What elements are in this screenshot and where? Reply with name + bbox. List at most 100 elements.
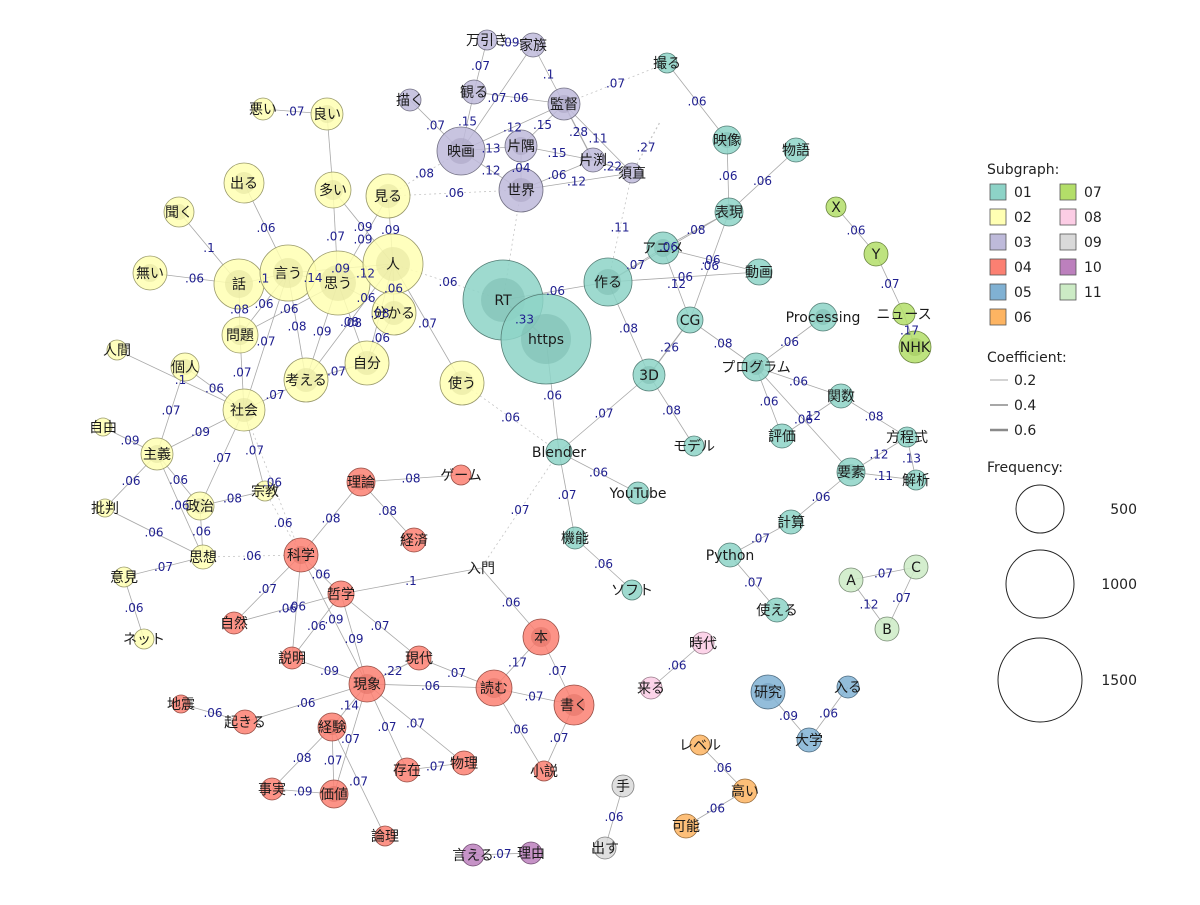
- network-node[interactable]: 経済: [400, 527, 428, 553]
- network-node[interactable]: 個人: [170, 352, 200, 382]
- network-node[interactable]: 現象: [348, 665, 386, 703]
- network-node[interactable]: 関数: [827, 383, 855, 409]
- network-node[interactable]: 物理: [450, 750, 478, 776]
- network-node[interactable]: 言う: [259, 244, 317, 302]
- network-node[interactable]: 来る: [637, 676, 665, 700]
- network-node[interactable]: 描く: [396, 88, 424, 112]
- network-node[interactable]: Blender: [532, 438, 586, 466]
- network-node[interactable]: 監督: [547, 87, 581, 121]
- network-node[interactable]: 撮る: [653, 52, 681, 74]
- network-node[interactable]: 良い: [310, 97, 344, 131]
- network-node[interactable]: 物語: [782, 137, 810, 163]
- network-node[interactable]: 方程式: [886, 426, 928, 448]
- network-node[interactable]: 批判: [91, 498, 119, 518]
- network-node[interactable]: 評価: [768, 423, 796, 449]
- network-node[interactable]: NHK: [898, 330, 932, 364]
- network-node[interactable]: 起きる: [224, 709, 266, 735]
- network-node[interactable]: 見る: [365, 173, 411, 219]
- network-node[interactable]: 事実: [258, 777, 286, 801]
- network-node[interactable]: アニメ: [642, 231, 684, 265]
- network-node[interactable]: ソフト: [611, 579, 653, 601]
- network-node[interactable]: ゲーム: [440, 464, 482, 486]
- network-node[interactable]: 価値: [319, 779, 349, 809]
- network-node[interactable]: ネット: [123, 628, 165, 650]
- network-node[interactable]: 出る: [223, 162, 265, 204]
- network-node[interactable]: 政治: [185, 491, 215, 521]
- network-node[interactable]: 話: [213, 258, 265, 310]
- network-node[interactable]: 可能: [672, 813, 700, 839]
- network-node[interactable]: 高い: [731, 778, 759, 804]
- network-node[interactable]: 言える: [452, 843, 494, 867]
- network-node[interactable]: 計算: [777, 509, 805, 535]
- network-node[interactable]: 論理: [371, 825, 399, 847]
- network-node[interactable]: 片隅: [504, 129, 538, 163]
- network-node[interactable]: 解析: [902, 469, 930, 491]
- network-node[interactable]: 思想: [189, 544, 217, 570]
- network-node[interactable]: 手: [611, 774, 635, 798]
- network-node[interactable]: 悪い: [249, 97, 277, 121]
- network-node[interactable]: 科学: [283, 537, 319, 573]
- network-node[interactable]: Y: [863, 241, 889, 267]
- network-node[interactable]: 入る: [834, 675, 862, 699]
- network-node[interactable]: 3D: [632, 358, 666, 392]
- network-node[interactable]: 宗教: [251, 480, 279, 502]
- network-node[interactable]: 作る: [583, 257, 633, 307]
- network-node[interactable]: 片渕: [579, 147, 607, 173]
- network-node[interactable]: 自然: [220, 611, 248, 635]
- network-node[interactable]: YouTube: [609, 481, 667, 505]
- network-node[interactable]: Processing: [786, 302, 861, 332]
- network-node[interactable]: 説明: [278, 646, 306, 670]
- network-node[interactable]: 映像: [712, 125, 742, 155]
- network-node[interactable]: 映画: [436, 126, 486, 176]
- network-node[interactable]: https: [500, 293, 592, 385]
- network-node[interactable]: 経験: [317, 712, 347, 742]
- network-node[interactable]: 人: [362, 233, 424, 295]
- network-node[interactable]: 出す: [591, 836, 619, 860]
- network-node[interactable]: 存在: [393, 757, 421, 783]
- network-node[interactable]: 要素: [836, 457, 866, 487]
- network-node[interactable]: 大学: [795, 727, 823, 753]
- network-node[interactable]: 使う: [439, 360, 485, 406]
- network-node[interactable]: 表現: [714, 197, 744, 227]
- network-node[interactable]: 無い: [132, 255, 168, 291]
- network-node[interactable]: 読む: [475, 669, 513, 707]
- network-node[interactable]: 問題: [221, 316, 259, 354]
- network-node[interactable]: 地震: [167, 694, 195, 714]
- network-node[interactable]: モデル: [673, 435, 715, 457]
- network-node[interactable]: 機能: [561, 526, 589, 550]
- network-node[interactable]: 須直: [618, 162, 646, 184]
- network-node[interactable]: CG: [676, 306, 704, 334]
- network-node[interactable]: 哲学: [327, 580, 355, 608]
- network-node[interactable]: 観る: [460, 79, 488, 105]
- network-node[interactable]: 現代: [405, 645, 433, 671]
- network-node[interactable]: 多い: [314, 171, 352, 209]
- network-node[interactable]: 自分: [344, 340, 390, 386]
- network-node[interactable]: 主義: [140, 437, 174, 471]
- network-node[interactable]: Python: [706, 542, 755, 568]
- network-node[interactable]: C: [903, 554, 929, 580]
- network-node[interactable]: X: [825, 196, 847, 218]
- network-node[interactable]: 意見: [110, 566, 138, 588]
- network-node[interactable]: 人間: [103, 339, 131, 361]
- network-node[interactable]: 万引き: [466, 29, 508, 51]
- network-node[interactable]: レベル: [679, 734, 721, 756]
- network-node[interactable]: 小説: [530, 760, 558, 782]
- network-node[interactable]: 研究: [750, 674, 786, 710]
- network-node[interactable]: 聞く: [163, 196, 195, 228]
- network-node[interactable]: 世界: [498, 167, 544, 213]
- network-node[interactable]: ニュース: [876, 302, 932, 326]
- network-node[interactable]: プログラム: [721, 352, 791, 382]
- network-node[interactable]: 分かる: [371, 290, 417, 336]
- network-node[interactable]: 理論: [346, 467, 376, 497]
- network-node[interactable]: 社会: [222, 388, 266, 432]
- network-node[interactable]: 本: [522, 618, 560, 656]
- network-node[interactable]: 考える: [283, 357, 329, 403]
- network-node[interactable]: 時代: [689, 631, 717, 655]
- network-node[interactable]: 書く: [553, 684, 595, 726]
- network-node[interactable]: 動画: [745, 258, 773, 286]
- network-node[interactable]: 入門: [467, 561, 495, 577]
- network-node[interactable]: B: [874, 616, 900, 642]
- network-node[interactable]: 自由: [89, 417, 117, 437]
- network-node[interactable]: 理由: [517, 841, 545, 865]
- network-node[interactable]: 家族: [519, 32, 547, 58]
